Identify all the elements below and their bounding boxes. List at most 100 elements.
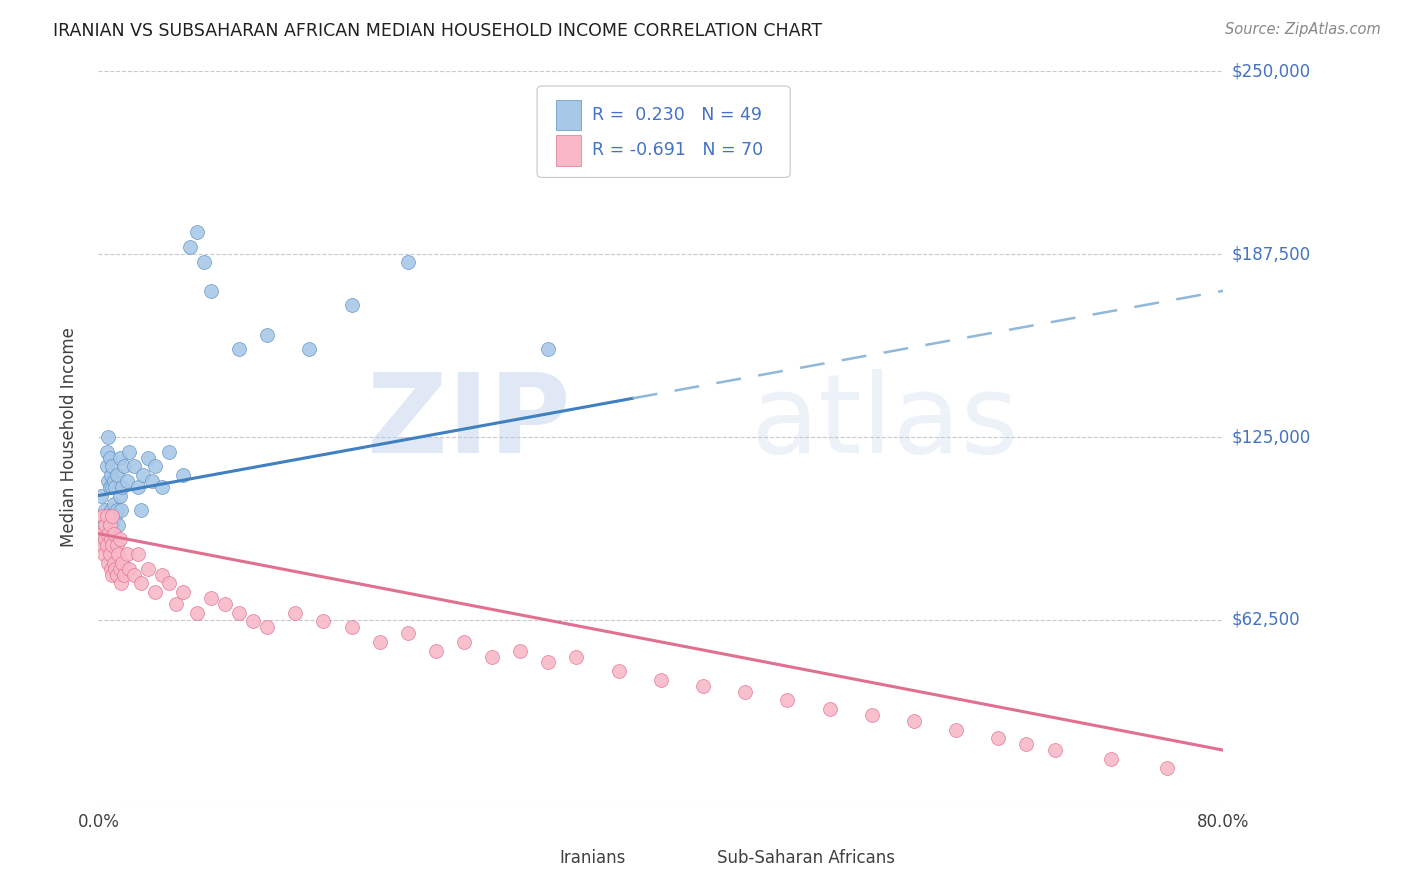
Point: [284, 606, 307, 620]
Point: [136, 562, 159, 576]
Point: [903, 714, 925, 728]
Point: [368, 635, 391, 649]
Point: [425, 643, 447, 657]
Bar: [557, 100, 581, 130]
Point: [132, 468, 155, 483]
Point: [228, 343, 250, 357]
Point: [193, 254, 215, 268]
Point: [172, 585, 194, 599]
Point: [101, 517, 124, 532]
Point: [122, 567, 145, 582]
Point: [453, 635, 475, 649]
Point: [537, 656, 560, 670]
Point: [108, 489, 131, 503]
Point: [110, 503, 132, 517]
Point: [108, 533, 131, 547]
Point: [91, 509, 114, 524]
Point: [96, 444, 118, 458]
Point: [101, 459, 124, 474]
Point: [860, 708, 883, 723]
Point: [127, 480, 149, 494]
Point: [112, 567, 135, 582]
Point: [90, 489, 112, 503]
Bar: [526, 843, 551, 872]
Point: [481, 649, 503, 664]
Point: [110, 576, 132, 591]
Point: [143, 459, 166, 474]
Point: [93, 547, 115, 561]
Point: [105, 538, 128, 552]
Point: [242, 615, 264, 629]
Point: [104, 480, 127, 494]
Point: [818, 702, 841, 716]
Text: R = -0.691   N = 70: R = -0.691 N = 70: [592, 141, 763, 159]
Point: [91, 533, 114, 547]
Point: [136, 450, 159, 465]
Point: [256, 620, 278, 634]
Point: [94, 517, 117, 532]
Point: [100, 562, 122, 576]
Text: Source: ZipAtlas.com: Source: ZipAtlas.com: [1225, 22, 1381, 37]
Point: [103, 497, 125, 511]
Point: [141, 474, 163, 488]
Point: [537, 343, 560, 357]
Point: [340, 298, 363, 312]
Point: [692, 679, 714, 693]
Point: [97, 430, 120, 444]
Point: [256, 327, 278, 342]
Point: [945, 723, 967, 737]
Point: [100, 533, 122, 547]
Point: [101, 480, 124, 494]
Point: [97, 556, 120, 570]
Point: [101, 538, 124, 552]
Point: [157, 576, 180, 591]
Point: [105, 468, 128, 483]
Point: [396, 626, 419, 640]
Point: [93, 517, 115, 532]
Point: [96, 538, 118, 552]
Text: $62,500: $62,500: [1232, 611, 1301, 629]
Point: [186, 606, 208, 620]
Point: [1099, 752, 1122, 766]
Point: [565, 649, 588, 664]
Point: [607, 664, 630, 678]
Text: $250,000: $250,000: [1232, 62, 1310, 80]
Bar: [557, 135, 581, 166]
Point: [118, 562, 141, 576]
Point: [509, 643, 531, 657]
Point: [108, 450, 131, 465]
Point: [340, 620, 363, 634]
Point: [650, 673, 672, 687]
Point: [103, 526, 125, 541]
Point: [94, 503, 117, 517]
Point: [298, 343, 321, 357]
Point: [172, 468, 194, 483]
Y-axis label: Median Household Income: Median Household Income: [59, 327, 77, 547]
Text: Sub-Saharan Africans: Sub-Saharan Africans: [717, 848, 896, 867]
Point: [118, 444, 141, 458]
Point: [98, 480, 121, 494]
Point: [105, 503, 128, 517]
Point: [98, 450, 121, 465]
Point: [98, 547, 121, 561]
FancyBboxPatch shape: [537, 86, 790, 178]
Point: [96, 509, 118, 524]
Point: [127, 547, 149, 561]
Point: [97, 526, 120, 541]
Point: [104, 509, 127, 524]
Point: [129, 503, 152, 517]
Text: R =  0.230   N = 49: R = 0.230 N = 49: [592, 106, 762, 124]
Point: [107, 517, 129, 532]
Point: [165, 597, 187, 611]
Point: [776, 693, 799, 707]
Point: [122, 459, 145, 474]
Point: [214, 597, 236, 611]
Text: IRANIAN VS SUBSAHARAN AFRICAN MEDIAN HOUSEHOLD INCOME CORRELATION CHART: IRANIAN VS SUBSAHARAN AFRICAN MEDIAN HOU…: [53, 22, 823, 40]
Point: [200, 591, 222, 605]
Point: [129, 576, 152, 591]
Point: [107, 547, 129, 561]
Point: [396, 254, 419, 268]
Point: [200, 284, 222, 298]
Text: ZIP: ZIP: [367, 369, 571, 476]
Point: [111, 480, 134, 494]
